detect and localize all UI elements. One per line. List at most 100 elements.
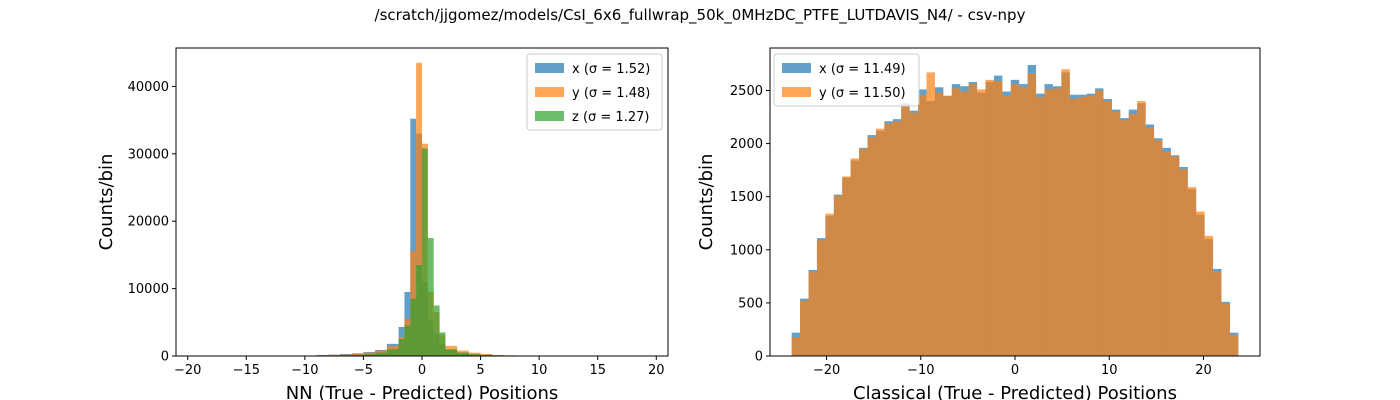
histogram-bar-series-1 (1145, 127, 1155, 356)
histogram-bar-series-1 (1086, 95, 1096, 356)
y-axis-label: Counts/bin (96, 154, 117, 251)
histogram-bar-series-1 (926, 72, 935, 356)
histogram-bar-series-1 (1010, 84, 1020, 356)
x-tick-label: 10 (531, 363, 548, 378)
histogram-bar-series-1 (800, 300, 809, 356)
histogram-bar-series-1 (934, 92, 944, 356)
x-tick-label: 5 (476, 363, 484, 378)
legend-entry-label: y (σ = 11.50) (819, 86, 906, 101)
histogram-bar-series-1 (1061, 69, 1070, 356)
histogram-bar-series-1 (968, 84, 978, 356)
y-tick-label: 30000 (128, 147, 169, 162)
y-tick-label: 500 (738, 296, 763, 311)
histogram-bar-series-2 (363, 354, 376, 356)
histogram-bar-series-1 (1120, 120, 1129, 356)
histogram-bar-series-1 (1162, 152, 1171, 356)
histogram-bar-series-2 (427, 238, 434, 356)
y-tick-label: 1500 (730, 190, 763, 205)
y-tick-label: 40000 (128, 80, 169, 95)
histogram-bar-series-1 (859, 148, 868, 356)
legend-entry-label: x (σ = 11.49) (819, 62, 906, 77)
histogram-bar-series-1 (951, 88, 961, 356)
legend-swatch (535, 111, 564, 121)
figure-suptitle: /scratch/jjgomez/models/CsI_6x6_fullwrap… (375, 6, 1026, 25)
histogram-bar-series-1 (918, 94, 927, 356)
y-tick-label: 0 (755, 350, 763, 365)
x-axis-label: NN (True - Predicted) Positions (286, 383, 559, 400)
legend-swatch (535, 87, 564, 97)
histogram-bar-series-1 (1128, 113, 1138, 356)
histogram-bar-series-1 (884, 123, 893, 356)
x-tick-label: 15 (589, 363, 606, 378)
histogram-bar-series-1 (985, 79, 994, 356)
legend-swatch (782, 63, 811, 73)
legend-entry-label: x (σ = 1.52) (572, 62, 650, 77)
histogram-bar-series-1 (1187, 187, 1197, 356)
x-tick-label: 20 (648, 363, 665, 378)
legend-entry-label: z (σ = 1.27) (572, 110, 649, 125)
x-tick-label: 10 (1101, 363, 1118, 378)
y-tick-label: 2000 (730, 137, 763, 152)
x-tick-label: −10 (291, 363, 318, 378)
histogram-nn-chart: −20 −15 −10 −5 0 5 10 15 20 0 10000 20000 30000 40000… (96, 47, 669, 400)
histogram-bar-series-1 (1196, 211, 1205, 356)
histogram-bar-series-1 (1204, 235, 1214, 356)
histogram-bar-series-1 (1078, 96, 1087, 356)
histogram-bar-series-1 (892, 121, 902, 356)
x-tick-label: −5 (354, 363, 373, 378)
legend-entry-label: y (σ = 1.48) (572, 86, 650, 101)
histogram-bar-series-1 (1069, 98, 1079, 356)
histogram-bar-series-2 (422, 148, 428, 356)
x-tick-label: −15 (233, 363, 260, 378)
histogram-bar-series-1 (808, 272, 817, 356)
x-tick-label: 0 (418, 363, 426, 378)
histogram-bar-series-2 (445, 349, 458, 356)
histogram-bar-series-2 (386, 349, 399, 356)
x-tick-label: 0 (1011, 363, 1019, 378)
bars-layer (791, 64, 1239, 356)
histogram-bar-series-0 (410, 118, 417, 356)
histogram-bar-series-1 (1170, 156, 1180, 356)
y-tick-label: 10000 (128, 282, 169, 297)
histogram-bar-series-1 (1221, 302, 1230, 356)
histogram-bar-series-1 (901, 105, 910, 356)
x-axis-label: Classical (True - Predicted) Positions (853, 383, 1177, 400)
histogram-bar-series-1 (1036, 96, 1045, 356)
legend-swatch (782, 87, 811, 97)
histogram-bar-series-1 (480, 353, 493, 356)
histogram-bar-series-1 (960, 91, 969, 356)
x-tick-label: −20 (813, 363, 840, 378)
histogram-bar-series-1 (328, 354, 340, 356)
histogram-bar-series-1 (1154, 140, 1163, 356)
histogram-bar-series-1 (909, 112, 919, 356)
histogram-bar-series-2 (410, 298, 417, 356)
histogram-bar-series-1 (816, 240, 826, 356)
histogram-bar-series-1 (833, 195, 843, 356)
histogram-bar-series-1 (1179, 169, 1188, 356)
y-axis-label: Counts/bin (696, 154, 717, 251)
histogram-bar-series-2 (457, 352, 469, 356)
histogram-bar-series-1 (875, 128, 885, 356)
x-tick-label: −10 (907, 363, 934, 378)
histogram-bar-series-1 (1044, 89, 1053, 356)
y-tick-label: 2500 (730, 84, 763, 99)
histogram-bar-series-1 (492, 354, 504, 356)
histogram-bar-series-1 (1019, 87, 1028, 356)
x-tick-label: −20 (174, 363, 201, 378)
histogram-bar-series-2 (404, 325, 411, 356)
histogram-bar-series-1 (1103, 101, 1112, 356)
histogram-bar-series-1 (943, 95, 952, 356)
histogram-bar-series-1 (1229, 334, 1239, 356)
legend: x (σ = 11.49) y (σ = 11.50) (773, 53, 920, 107)
histogram-bar-series-1 (1111, 111, 1121, 356)
histogram-bar-series-1 (416, 62, 422, 356)
x-tick-label: 20 (1195, 363, 1212, 378)
histogram-bar-series-2 (433, 305, 440, 356)
histogram-bar-series-1 (1137, 101, 1146, 356)
histogram-bar-series-1 (842, 176, 851, 356)
histogram-bar-series-1 (867, 137, 876, 356)
y-tick-label: 0 (161, 350, 169, 365)
histogram-bar-series-1 (993, 80, 1003, 356)
legend-swatch (535, 63, 564, 73)
